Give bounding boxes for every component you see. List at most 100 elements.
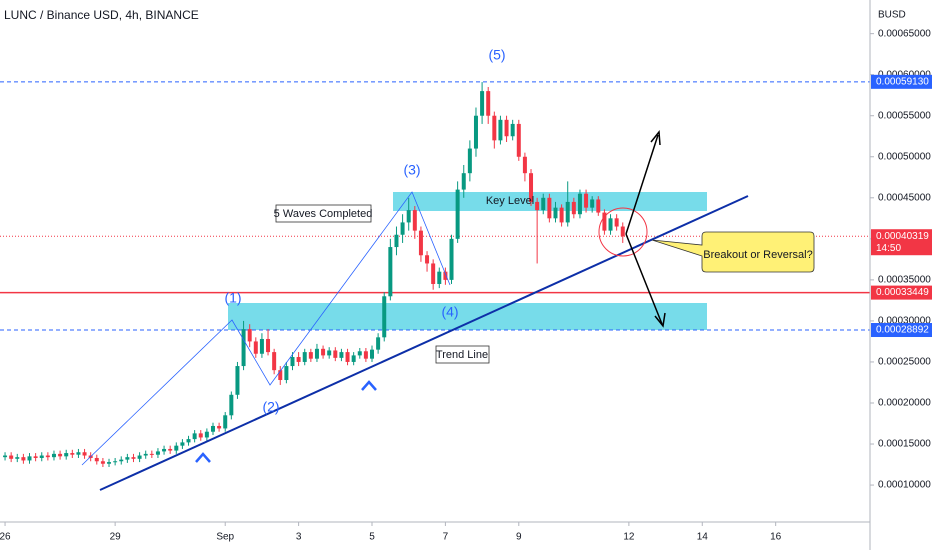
candle-body [247, 329, 252, 342]
candle-body [100, 461, 105, 464]
candle-body [296, 357, 301, 362]
candle-body [467, 148, 472, 174]
candle-body [39, 455, 44, 458]
price-label: 0.00028892 [876, 325, 929, 336]
y-tick-label: 0.00010000 [878, 480, 931, 491]
candle-body [3, 455, 8, 458]
y-tick-label: 0.00035000 [878, 275, 931, 286]
candle-body [363, 351, 368, 359]
waves-label: 5 Waves Completed [274, 208, 373, 220]
candle-body [302, 352, 307, 362]
candle-body [431, 263, 436, 284]
candle-body [339, 352, 344, 358]
candle-body [376, 337, 381, 350]
candle-body [565, 201, 570, 223]
candle-body [235, 366, 240, 395]
candle-body [449, 238, 454, 280]
price-label-box [871, 229, 932, 256]
x-tick-label: Sep [216, 532, 234, 543]
candle-body [412, 210, 417, 231]
candle-body [82, 452, 87, 456]
candle-body [155, 451, 160, 455]
y-tick-label: 0.00045000 [878, 192, 931, 203]
candle-body [394, 234, 399, 248]
candle-body [522, 156, 527, 174]
y-tick-label: 0.00030000 [878, 316, 931, 327]
candle-body [107, 462, 112, 464]
price-label-box [871, 285, 932, 300]
candle-body [321, 348, 326, 356]
candle-body [119, 459, 124, 462]
candle-body [535, 201, 540, 211]
candle-body [76, 452, 81, 455]
candle-body [64, 453, 69, 457]
candle-body [9, 455, 14, 459]
y-tick-label: 0.00065000 [878, 28, 931, 39]
x-tick-label: 9 [516, 532, 522, 543]
candle-body [229, 394, 234, 416]
arrow-head [654, 312, 666, 328]
candle-body [70, 453, 75, 455]
x-tick-label: 7 [443, 532, 449, 543]
candle-body [382, 296, 387, 338]
x-tick-label: 16 [770, 532, 782, 543]
drawings: Breakout or Reversal? 5 Waves Completed … [81, 47, 815, 491]
candle-body [571, 201, 576, 215]
callout-text: Breakout or Reversal? [703, 249, 812, 261]
candle-body [174, 445, 179, 451]
candle-body [33, 456, 38, 458]
candle-body [437, 271, 442, 284]
candle-body [357, 351, 362, 356]
label-box [275, 204, 372, 223]
candle-body [473, 115, 478, 149]
candle-body [584, 193, 589, 208]
candle-body [284, 366, 289, 381]
candle-body [529, 173, 534, 202]
candle-body [27, 456, 32, 461]
candle-body [210, 425, 215, 432]
arrow-head [650, 130, 661, 146]
candle-body [253, 341, 258, 354]
candle-body [204, 431, 209, 438]
candle-body [259, 338, 264, 354]
y-tick-label: 0.00055000 [878, 110, 931, 121]
chart-title: LUNC / Binance USD, 4h, BINANCE [4, 8, 199, 22]
x-tick-label: 12 [623, 532, 635, 543]
candle-body [498, 119, 503, 141]
candle-body [198, 433, 203, 438]
candle-body [51, 453, 56, 458]
candle-body [162, 448, 167, 452]
candle-body [455, 189, 460, 239]
y-axis-label: BUSD [878, 10, 906, 21]
candle-body [143, 453, 148, 456]
candle-body [314, 348, 319, 359]
trend-line-label: Trend Line [436, 349, 488, 361]
candle-body [149, 453, 154, 455]
price-lines [0, 81, 870, 331]
candle-body [510, 123, 515, 137]
candle-body [590, 199, 595, 208]
marker [361, 380, 377, 391]
candle-body [418, 230, 423, 256]
x-tick-label: 14 [697, 532, 709, 543]
candle-body [125, 457, 130, 460]
candle-body [492, 115, 497, 141]
price-label: 0.00059130 [876, 76, 929, 87]
candle-body [596, 199, 601, 213]
candle-body [553, 207, 558, 219]
x-tick-label: 26 [0, 532, 11, 543]
wave-label: (5) [488, 47, 505, 63]
candle-body [217, 425, 222, 429]
candles [3, 82, 625, 468]
candle-body [278, 370, 283, 381]
price-label-box [871, 323, 932, 338]
candle-body [266, 338, 271, 353]
wave-label: (1) [224, 290, 241, 306]
candle-body [241, 329, 246, 367]
candle-body [547, 197, 552, 219]
candle-body [486, 91, 491, 116]
candle-body [541, 197, 546, 211]
candle-body [333, 350, 338, 358]
label-box [435, 345, 490, 364]
candle-body [131, 457, 136, 459]
